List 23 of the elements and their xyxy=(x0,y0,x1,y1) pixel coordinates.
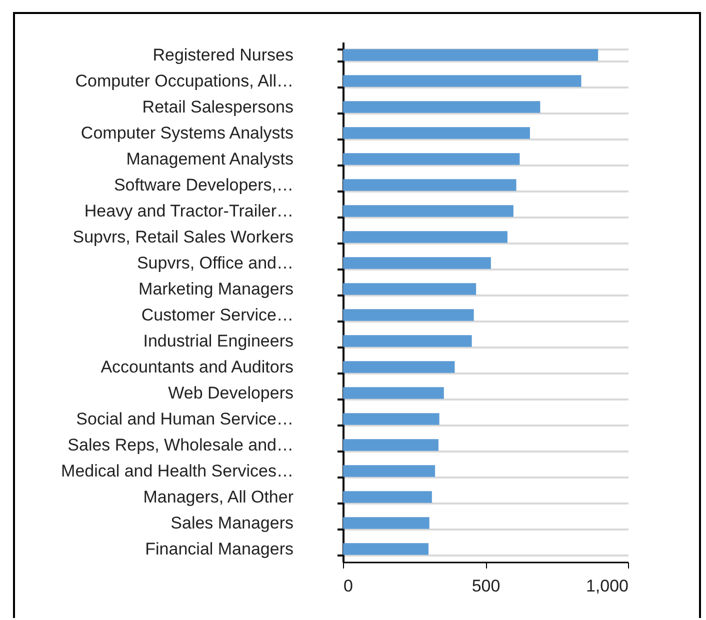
y-tick-label: Sales Reps, Wholesale and… xyxy=(68,436,294,454)
y-tick-label: Financial Managers xyxy=(145,540,294,558)
y-tick-label: Heavy and Tractor-Trailer… xyxy=(84,202,294,220)
y-tick-label: Customer Service… xyxy=(141,306,294,324)
y-tick-label: Management Analysts xyxy=(126,150,294,168)
x-tick-label: 0 xyxy=(344,576,353,596)
y-tick-label: Supvrs, Retail Sales Workers xyxy=(72,228,294,246)
y-tick-label: Social and Human Service… xyxy=(76,410,294,428)
y-tick-label: Accountants and Auditors xyxy=(100,358,294,376)
x-tick-label: 1,000 xyxy=(586,576,628,596)
x-tick-label: 500 xyxy=(472,576,500,596)
y-tick-label: Supvrs, Office and… xyxy=(136,254,294,272)
y-tick-label: Software Developers,… xyxy=(114,176,294,194)
y-tick-label: Sales Managers xyxy=(170,514,294,532)
y-tick-label: Medical and Health Services… xyxy=(61,462,294,480)
y-tick-label: Registered Nurses xyxy=(152,46,294,64)
y-tick-label: Marketing Managers xyxy=(138,280,294,298)
y-tick-label: Computer Systems Analysts xyxy=(80,124,294,142)
y-tick-label: Industrial Engineers xyxy=(143,332,294,350)
y-tick-label: Managers, All Other xyxy=(143,488,294,506)
y-tick-label: Computer Occupations, All… xyxy=(75,72,294,90)
y-tick-label: Web Developers xyxy=(168,384,294,402)
y-tick-label: Retail Salespersons xyxy=(142,98,294,116)
